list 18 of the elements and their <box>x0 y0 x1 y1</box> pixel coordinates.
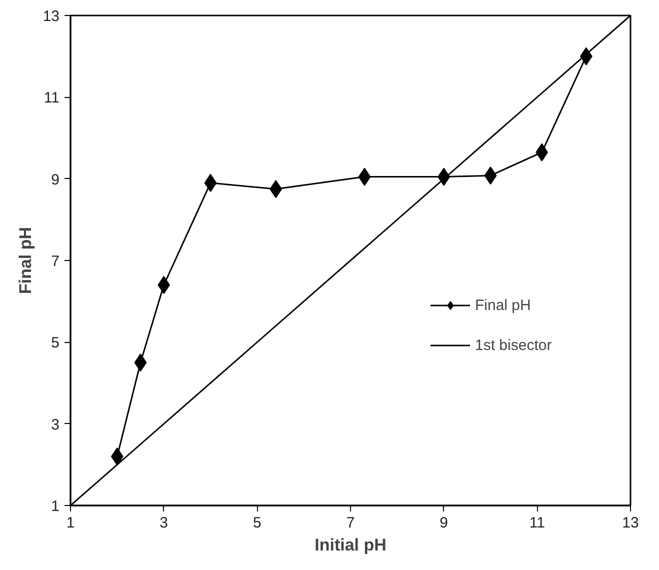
y-tick-label: 11 <box>44 90 60 107</box>
x-axis-title: Initial pH <box>314 536 386 554</box>
x-tick-label: 1 <box>66 514 75 532</box>
y-axis-title: Final pH <box>16 226 35 294</box>
y-tick-label: 1 <box>51 498 60 515</box>
y-tick-label: 5 <box>51 334 60 352</box>
y-tick-label: 13 <box>42 8 60 25</box>
x-tick-label: 3 <box>160 514 168 532</box>
x-tick-label: 5 <box>252 514 262 532</box>
legend-label: Final pH <box>475 296 531 314</box>
x-tick-label: 7 <box>346 514 355 532</box>
legend-label: 1st bisector <box>475 336 552 354</box>
y-tick-label: 3 <box>51 416 60 434</box>
y-tick-label: 7 <box>51 253 60 270</box>
x-tick-label: 9 <box>440 514 448 532</box>
x-tick-label: 11 <box>529 514 545 532</box>
x-tick-label: 13 <box>622 514 639 532</box>
y-tick-label: 9 <box>51 171 60 188</box>
